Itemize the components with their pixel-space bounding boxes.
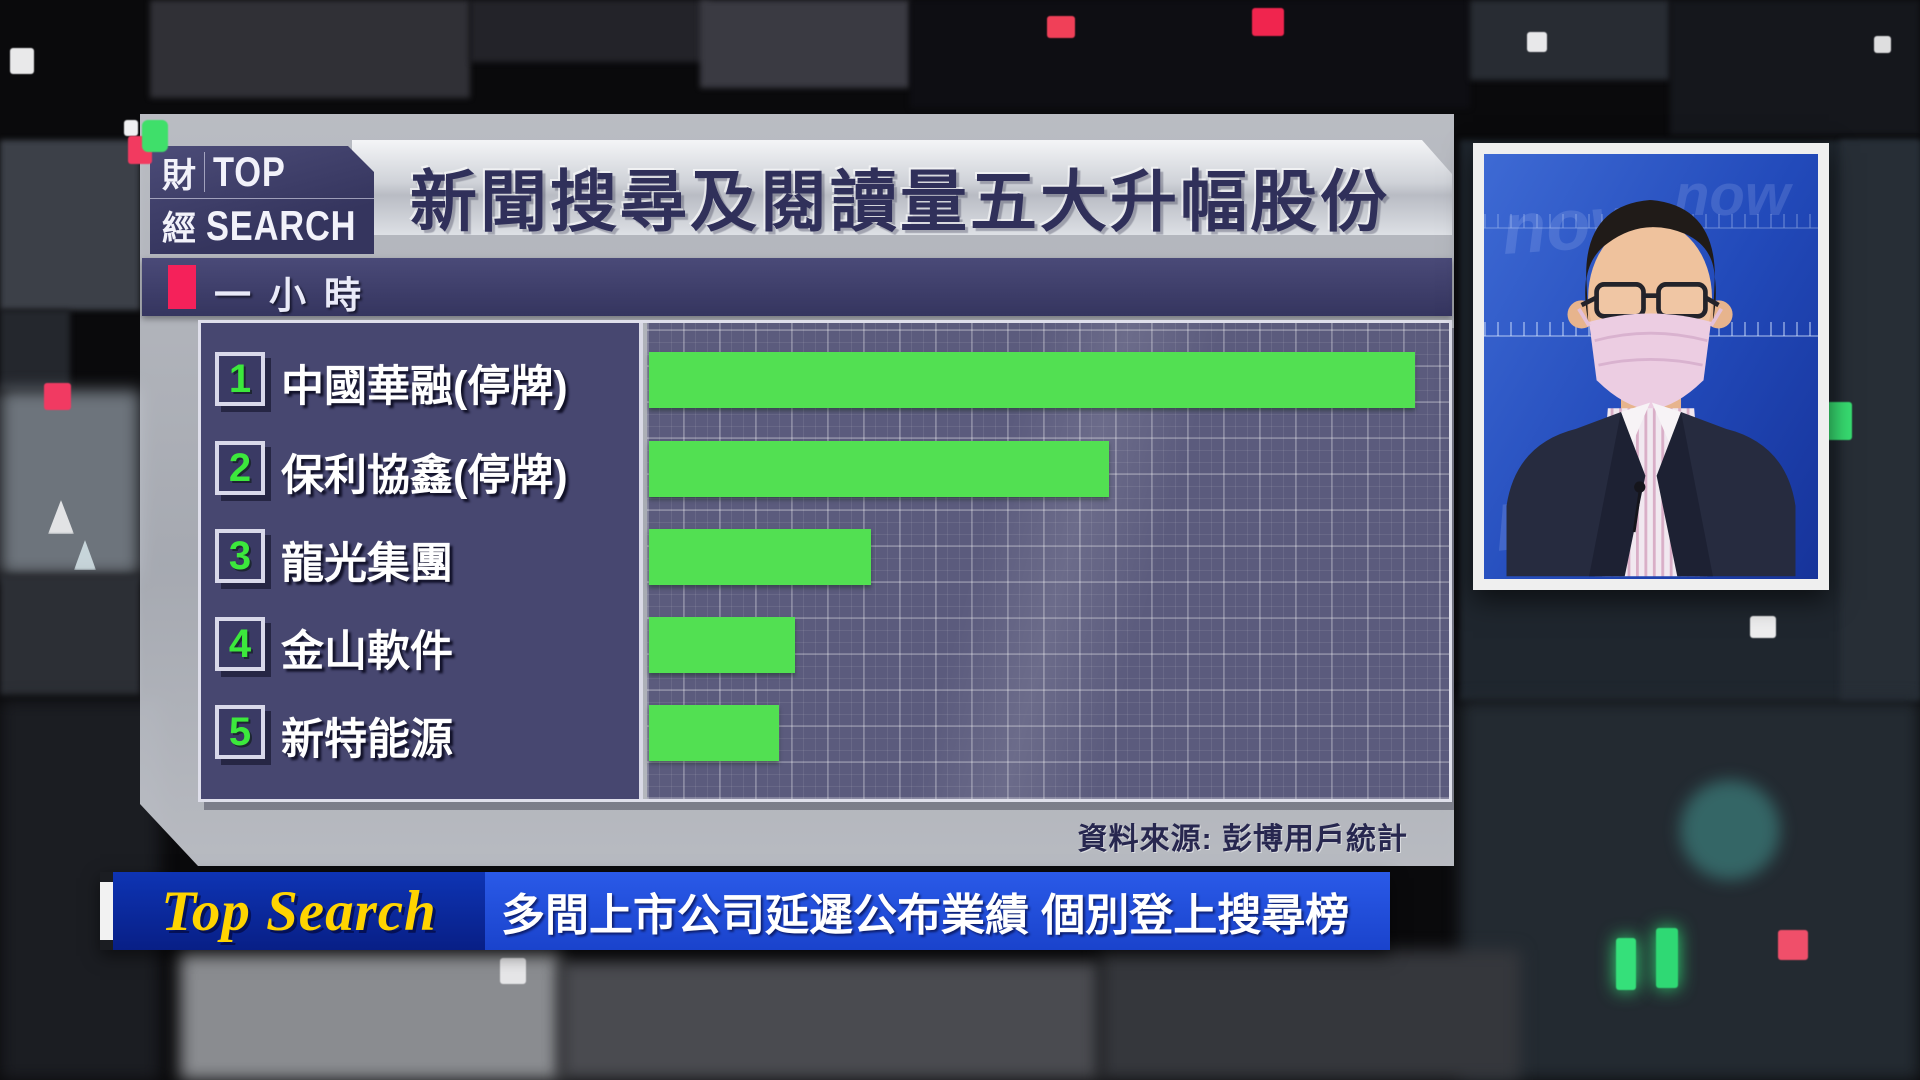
backdrop-block (1460, 700, 1920, 1080)
decor-square (1252, 8, 1284, 36)
stock-name: 保利協鑫(停牌) (281, 452, 568, 500)
ticker-headline-strip: 多間上市公司延遲公布業績 個別登上搜尋榜 (485, 872, 1390, 950)
backdrop-block (1100, 950, 1520, 1080)
backdrop-block (0, 575, 140, 695)
decor-square (1874, 36, 1891, 53)
decor-square (124, 120, 138, 136)
backdrop-glow (1680, 780, 1780, 880)
decor-square (1616, 938, 1636, 990)
chart-title-band: 新聞搜尋及閱讀量五大升幅股份 (352, 140, 1452, 235)
stock-name: 金山軟件 (281, 628, 453, 676)
backdrop-block (1670, 0, 1920, 135)
backdrop-block (0, 390, 140, 575)
decor-square (10, 48, 34, 74)
backdrop-block (700, 0, 910, 88)
rank-row-1: 1 中國華融(停牌) (201, 350, 639, 410)
rank-number: 3 (228, 533, 252, 578)
decor-square (1778, 930, 1808, 960)
decor-square (1826, 402, 1852, 440)
logo-cjk-1: 財 (162, 156, 196, 195)
ticker-headline: 多間上市公司延遲公布業績 個別登上搜尋榜 (501, 891, 1350, 940)
stock-name: 中國華融(停牌) (281, 363, 568, 411)
backdrop-block (1840, 140, 1920, 700)
backdrop-block (470, 0, 710, 62)
rank-badge: 4 (215, 617, 265, 671)
decor-square (1750, 616, 1776, 638)
ticker-badge: Top Search (113, 872, 485, 950)
rank-badge: 1 (215, 352, 265, 406)
bar-rank-2 (649, 441, 1109, 497)
backdrop-block (180, 950, 560, 1080)
stock-name: 新特能源 (281, 716, 453, 764)
backdrop-block (1470, 0, 1670, 80)
decor-square (1047, 16, 1075, 38)
now-watermark: now (1694, 574, 1818, 579)
period-marker-icon (168, 265, 196, 309)
topsearch-graphic-panel: 新聞搜尋及閱讀量五大升幅股份 財 TOP 經 SEARCH 一小時 1 中國華 (140, 114, 1454, 866)
logo-en-1: TOP (213, 148, 286, 195)
backdrop-block (150, 0, 470, 98)
decor-square (44, 383, 71, 410)
bar-rank-1 (649, 352, 1415, 408)
chart-title: 新聞搜尋及閱讀量五大升幅股份 (410, 165, 1390, 240)
rank-badge: 2 (215, 441, 265, 495)
rank-number: 4 (228, 621, 252, 666)
rank-number: 1 (228, 356, 252, 401)
period-label: 一小時 (214, 275, 379, 316)
news-ticker: Top Search 多間上市公司延遲公布業績 個別登上搜尋榜 (100, 872, 1390, 950)
program-logo: 財 TOP 經 SEARCH (150, 146, 374, 254)
rank-badge: 5 (215, 705, 265, 759)
panel-footer: 資料來源: 彭博用戶統計 (140, 804, 1454, 866)
presenter (1506, 199, 1796, 577)
decor-square (500, 958, 526, 984)
rank-row-3: 3 龍光集團 (201, 527, 639, 587)
logo-en-2: SEARCH (206, 201, 357, 249)
backdrop-block (0, 140, 140, 310)
source-credit: 資料來源: 彭博用戶統計 (1077, 823, 1408, 856)
logo-cjk-2: 經 (162, 210, 196, 248)
bar-rank-3 (649, 529, 871, 585)
ticker-edge-mark (100, 882, 113, 940)
bar-rank-5 (649, 705, 779, 761)
backdrop-block (910, 0, 1470, 108)
period-bar: 一小時 (142, 258, 1452, 316)
decor-square (142, 120, 168, 152)
backdrop-block (560, 960, 1100, 1080)
rank-row-2: 2 保利協鑫(停牌) (201, 439, 639, 499)
rank-list: 1 中國華融(停牌) 2 保利協鑫(停牌) 3 龍光集團 4 金山軟件 5 (201, 323, 643, 799)
chart-plot-area (647, 323, 1449, 799)
bar-rank-4 (649, 617, 795, 673)
rank-badge: 3 (215, 529, 265, 583)
studio-video-feed: now now now now (1473, 143, 1829, 590)
rank-row-4: 4 金山軟件 (201, 615, 639, 675)
logo-divider (204, 152, 205, 192)
rank-number: 2 (228, 445, 252, 490)
stock-name: 龍光集團 (281, 540, 453, 588)
rank-number: 5 (228, 709, 252, 754)
ticker-badge-label: Top Search (161, 879, 437, 943)
rank-row-5: 5 新特能源 (201, 703, 639, 763)
decor-square (1527, 32, 1547, 52)
backdrop-block (0, 310, 70, 390)
decor-square (1656, 928, 1678, 988)
bar-chart: 1 中國華融(停牌) 2 保利協鑫(停牌) 3 龍光集團 4 金山軟件 5 (198, 320, 1452, 802)
